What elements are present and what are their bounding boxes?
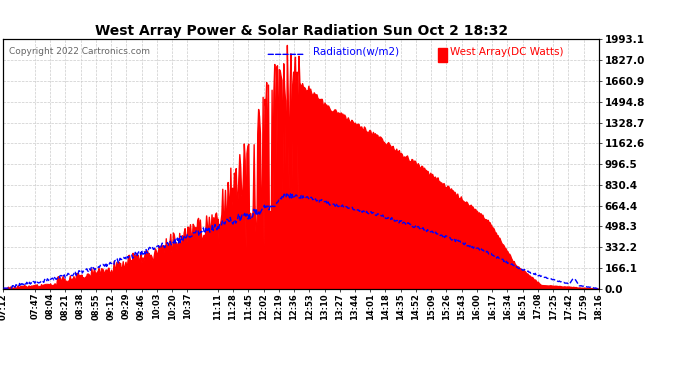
FancyBboxPatch shape [438,48,447,62]
Title: West Array Power & Solar Radiation Sun Oct 2 18:32: West Array Power & Solar Radiation Sun O… [95,24,508,38]
Text: Radiation(w/m2): Radiation(w/m2) [313,47,400,57]
Text: West Array(DC Watts): West Array(DC Watts) [450,47,564,57]
Text: Copyright 2022 Cartronics.com: Copyright 2022 Cartronics.com [10,47,150,56]
